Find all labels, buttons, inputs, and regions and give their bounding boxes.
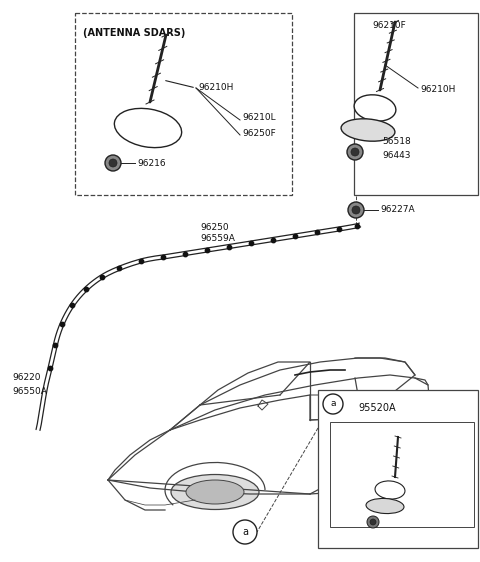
Bar: [354, 13, 478, 195]
Bar: [75, 13, 292, 195]
Bar: [318, 390, 478, 548]
Text: 96216: 96216: [137, 158, 166, 167]
Text: 96550A: 96550A: [12, 388, 47, 397]
Text: 96210F: 96210F: [372, 21, 406, 30]
Point: [313, 228, 321, 237]
Point: [269, 235, 277, 244]
Circle shape: [347, 144, 363, 160]
Ellipse shape: [186, 480, 244, 504]
Text: 96443: 96443: [382, 152, 410, 161]
Text: 96210L: 96210L: [242, 114, 276, 123]
Ellipse shape: [328, 473, 412, 507]
Point: [353, 221, 360, 230]
Text: a: a: [242, 527, 248, 537]
Circle shape: [109, 159, 117, 167]
Text: 96210H: 96210H: [198, 84, 233, 93]
Text: a: a: [330, 400, 336, 409]
Ellipse shape: [341, 119, 395, 141]
Ellipse shape: [171, 474, 259, 510]
Ellipse shape: [354, 95, 396, 121]
Ellipse shape: [375, 481, 405, 499]
Circle shape: [323, 394, 343, 414]
Point: [51, 341, 59, 350]
Point: [247, 238, 255, 247]
Ellipse shape: [366, 498, 404, 514]
Circle shape: [348, 202, 364, 218]
Point: [159, 252, 167, 261]
Point: [98, 273, 106, 282]
Circle shape: [233, 520, 257, 544]
Text: 96250: 96250: [200, 223, 228, 232]
Text: 96559A: 96559A: [200, 234, 235, 243]
Ellipse shape: [114, 108, 181, 148]
Text: 96210H: 96210H: [420, 85, 456, 94]
Point: [47, 363, 54, 372]
Point: [82, 285, 89, 294]
Text: 56518: 56518: [382, 138, 411, 147]
Text: 96220: 96220: [12, 374, 40, 383]
Point: [116, 264, 123, 273]
Circle shape: [351, 148, 359, 156]
Text: 95520A: 95520A: [358, 403, 396, 413]
Circle shape: [370, 519, 376, 525]
Point: [291, 232, 299, 241]
Point: [69, 301, 76, 310]
Ellipse shape: [343, 479, 397, 501]
Point: [204, 246, 211, 255]
Bar: [330, 422, 474, 527]
Point: [58, 320, 66, 329]
Point: [336, 224, 343, 233]
Point: [137, 256, 145, 265]
Circle shape: [352, 206, 360, 214]
Point: [181, 249, 189, 258]
Text: 96250F: 96250F: [242, 129, 276, 138]
Text: 96227A: 96227A: [380, 206, 415, 215]
Circle shape: [367, 516, 379, 528]
Text: (ANTENNA SDARS): (ANTENNA SDARS): [83, 28, 185, 38]
Circle shape: [105, 155, 121, 171]
Point: [225, 242, 233, 251]
